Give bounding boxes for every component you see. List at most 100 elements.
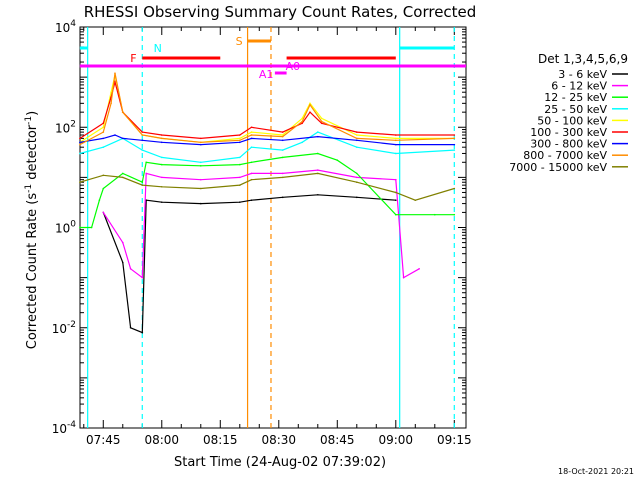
series-point [281, 176, 284, 179]
x-tick-label: 09:00 [378, 433, 413, 447]
series-line [79, 134, 455, 146]
series-point [160, 176, 163, 179]
series-point [250, 126, 253, 129]
series-point [160, 141, 163, 144]
series-point [394, 139, 397, 142]
series-point [102, 146, 105, 148]
series-point [102, 187, 105, 190]
series-point [316, 135, 319, 138]
series-point [129, 326, 132, 329]
series-point [102, 126, 105, 129]
series-point [309, 104, 311, 106]
series-point [141, 184, 144, 186]
y-axis-title: Corrected Count Rate (s-1 detector-1) [24, 111, 40, 349]
series-point [110, 91, 112, 94]
series-point [316, 152, 319, 155]
series-point [355, 196, 358, 199]
series-point [238, 134, 241, 136]
series-point [121, 261, 124, 264]
series-point [453, 149, 456, 151]
annotation-a0: A0 [286, 60, 301, 73]
series-point [199, 202, 202, 205]
series-point [145, 172, 147, 175]
series-point [394, 137, 397, 140]
plot-frame [79, 26, 467, 429]
series-point [281, 172, 284, 175]
series-point [355, 146, 358, 148]
series-point [355, 176, 358, 179]
series-point [394, 213, 397, 216]
series-point [250, 161, 253, 164]
series-point [141, 149, 144, 151]
svg-text:Corrected Count Rate (s-1 dete: Corrected Count Rate (s-1 detector-1) [24, 111, 40, 349]
series-point [238, 141, 241, 144]
y-axis-title-sup2: -1 [24, 116, 34, 125]
series-point [281, 131, 284, 133]
legend-label: 300 - 800 keV [530, 138, 607, 151]
series-point [160, 156, 163, 159]
series-point [394, 199, 397, 202]
series-point [355, 137, 358, 140]
series-point [316, 169, 319, 171]
legend-title: Det 1,3,4,5,6,9 [538, 52, 628, 66]
series-point [250, 131, 253, 133]
series-point [453, 143, 456, 146]
x-tick-label: 09:15 [437, 433, 472, 447]
series-line [102, 194, 396, 334]
series-point [250, 172, 253, 175]
series-point [121, 111, 124, 113]
series-point [355, 181, 358, 184]
series-point [102, 137, 105, 140]
y-axis-title-main: Corrected Count Rate (s [25, 193, 40, 350]
series-point [238, 163, 241, 166]
series-point [102, 174, 105, 177]
series-point [250, 146, 253, 148]
series-point [79, 137, 81, 140]
series-point [121, 137, 124, 140]
series-point [141, 139, 144, 142]
series-point [433, 213, 436, 216]
series-point [90, 226, 93, 229]
legend-label: 50 - 100 keV [537, 114, 607, 127]
chart-title: RHESSI Observing Summary Count Rates, Co… [84, 3, 477, 21]
series-point [79, 152, 81, 155]
legend-label: 12 - 25 keV [544, 91, 607, 104]
series-point [141, 131, 144, 133]
series-point [160, 185, 163, 188]
series-point [121, 176, 124, 179]
series-point [394, 143, 397, 146]
series-point [250, 199, 253, 202]
x-tick-label: 08:45 [320, 433, 355, 447]
series-point [301, 117, 303, 120]
x-axis-title: Start Time (24-Aug-02 07:39:02) [174, 455, 386, 470]
series-line [79, 152, 455, 229]
series-point [250, 178, 253, 181]
series-point [301, 141, 303, 144]
series-point [199, 178, 202, 181]
series-point [79, 181, 81, 184]
series-point [281, 156, 284, 159]
annotation-n: N [154, 42, 162, 55]
series-point [320, 122, 323, 125]
series-point [355, 139, 358, 142]
x-tick-label: 08:00 [144, 433, 179, 447]
series-point [141, 276, 144, 279]
legend-label: 7000 - 15000 keV [509, 161, 607, 174]
series-point [355, 134, 358, 136]
series-point [250, 134, 253, 136]
series-point [160, 137, 163, 140]
series-point [238, 139, 241, 142]
annotation-a1: A1 [259, 68, 274, 81]
series-point [79, 141, 81, 144]
series-point [141, 181, 144, 184]
series-point [141, 134, 144, 136]
series-point [250, 137, 253, 140]
series-point [316, 193, 319, 196]
series-point [453, 213, 456, 216]
series-point [453, 137, 456, 140]
y-tick-label: 100 [55, 220, 76, 236]
series-line [79, 74, 455, 143]
series-point [301, 122, 303, 125]
series-point [238, 156, 241, 159]
